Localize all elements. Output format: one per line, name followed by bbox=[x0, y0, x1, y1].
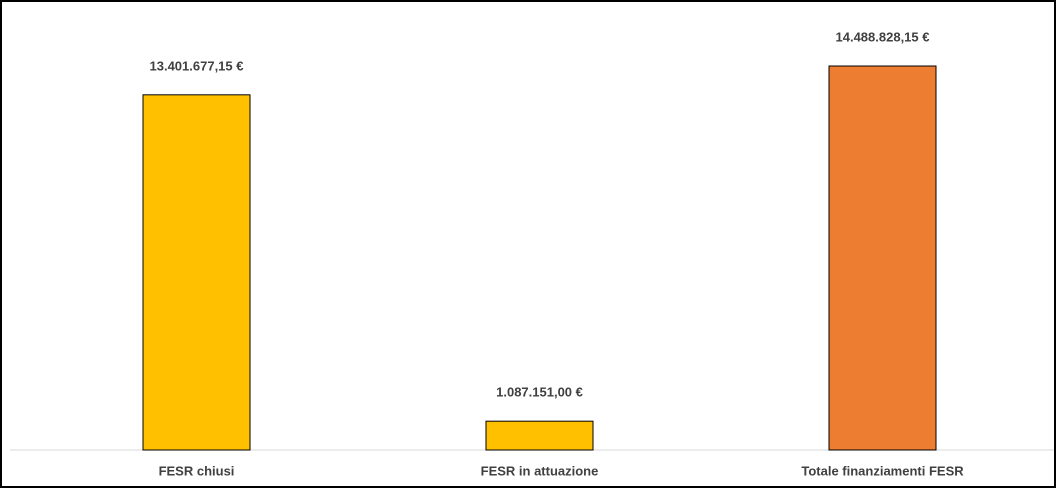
bar bbox=[142, 94, 251, 451]
data-label: 14.488.828,15 € bbox=[836, 29, 930, 44]
x-tick-label: FESR chiusi bbox=[159, 463, 235, 478]
x-tick-label: Totale finanziamenti FESR bbox=[801, 463, 964, 478]
x-tick-label: FESR in attuazione bbox=[481, 463, 599, 478]
data-label: 1.087.151,00 € bbox=[496, 385, 583, 400]
bar bbox=[828, 65, 937, 451]
data-label: 13.401.677,15 € bbox=[150, 58, 244, 73]
bar bbox=[485, 420, 594, 451]
